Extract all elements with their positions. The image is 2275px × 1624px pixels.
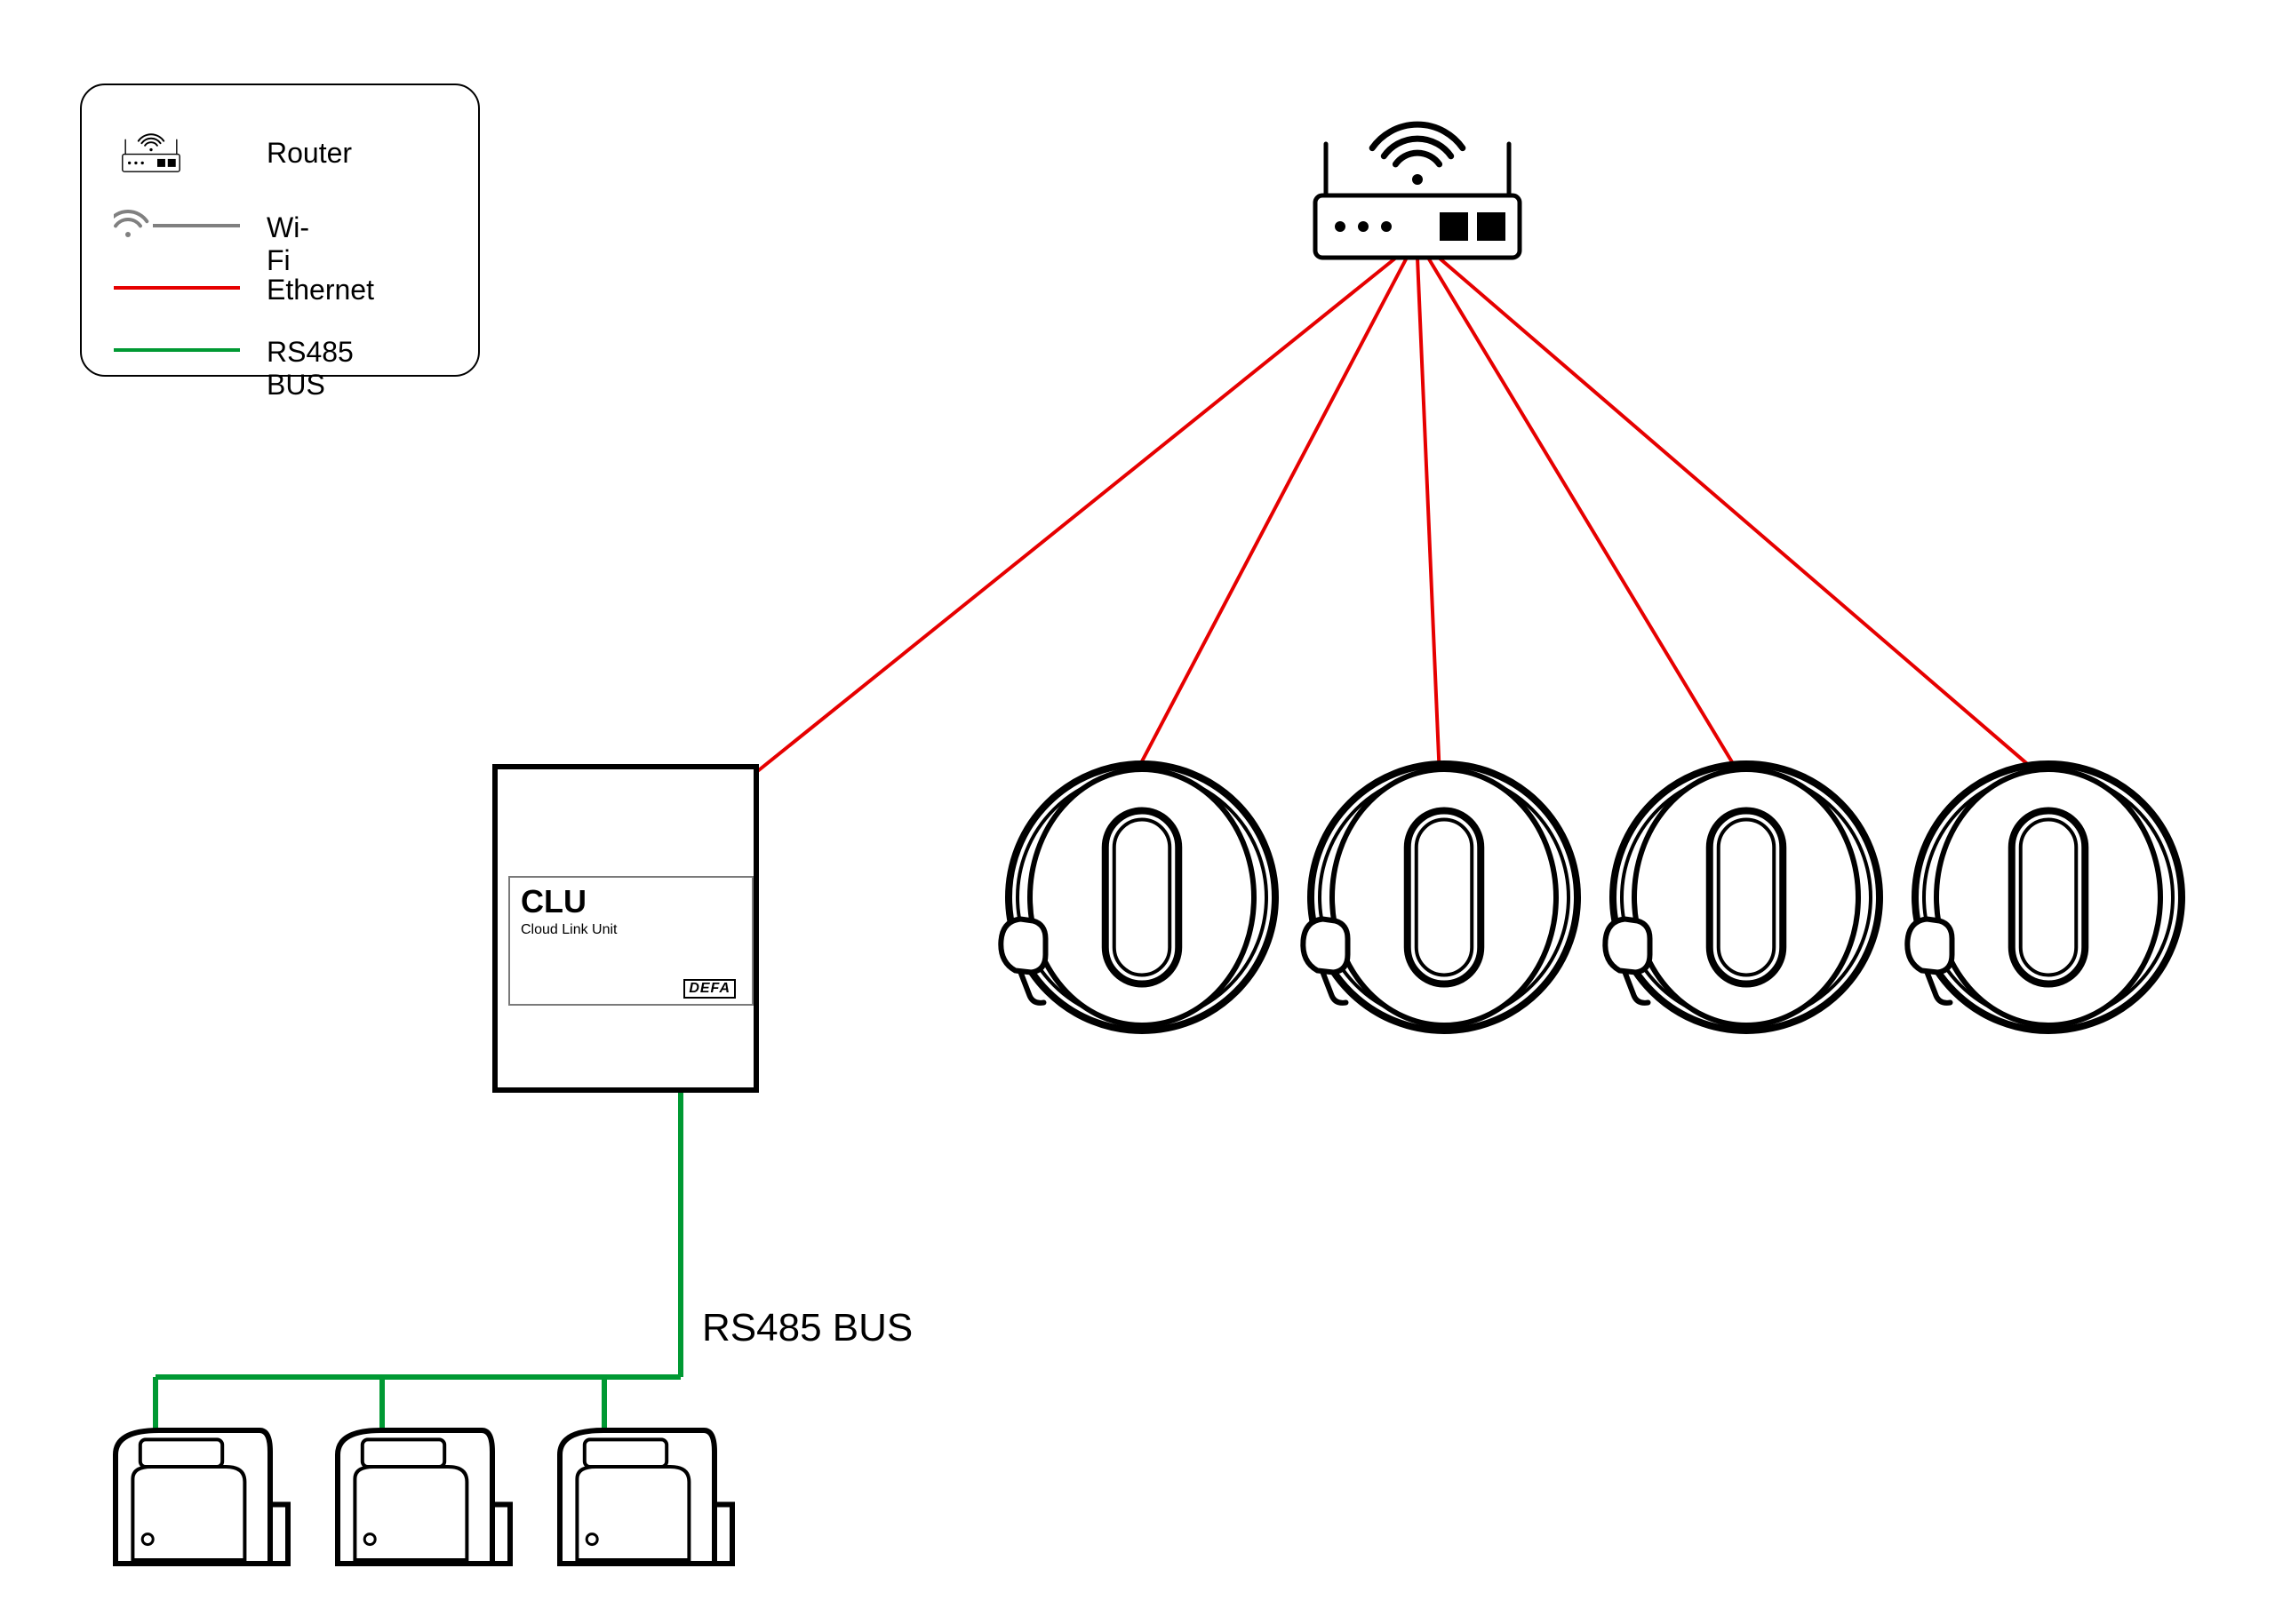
legend-row: Router — [114, 124, 267, 178]
legend-label: RS485 BUS — [267, 336, 354, 402]
legend-label: Wi-Fi — [267, 211, 309, 277]
clu-subtitle: Cloud Link Unit — [521, 922, 618, 938]
charger-icon — [991, 746, 1293, 1066]
legend-swatch — [114, 323, 267, 377]
rs485-bus-label: RS485 BUS — [702, 1306, 913, 1350]
charger-icon — [1595, 746, 1897, 1066]
legend-row: Wi-Fi — [114, 199, 267, 252]
legend-swatch — [114, 199, 267, 252]
legend-label: Router — [267, 137, 352, 170]
router-icon — [1284, 89, 1551, 267]
charger-icon — [1293, 746, 1595, 1066]
legend-swatch — [114, 261, 267, 314]
legend-row: Ethernet — [114, 261, 267, 314]
charger-icon — [1897, 746, 2199, 1066]
clu-brand: DEFA — [683, 979, 736, 999]
legend-label: Ethernet — [267, 274, 374, 306]
clu-title: CLU — [521, 883, 587, 920]
wallbox-icon — [329, 1421, 515, 1572]
wallbox-icon — [551, 1421, 738, 1572]
clu-device: CLU Cloud Link Unit DEFA — [492, 764, 759, 1093]
legend-row: RS485 BUS — [114, 323, 267, 377]
legend-swatch — [114, 124, 267, 178]
wallbox-icon — [107, 1421, 293, 1572]
